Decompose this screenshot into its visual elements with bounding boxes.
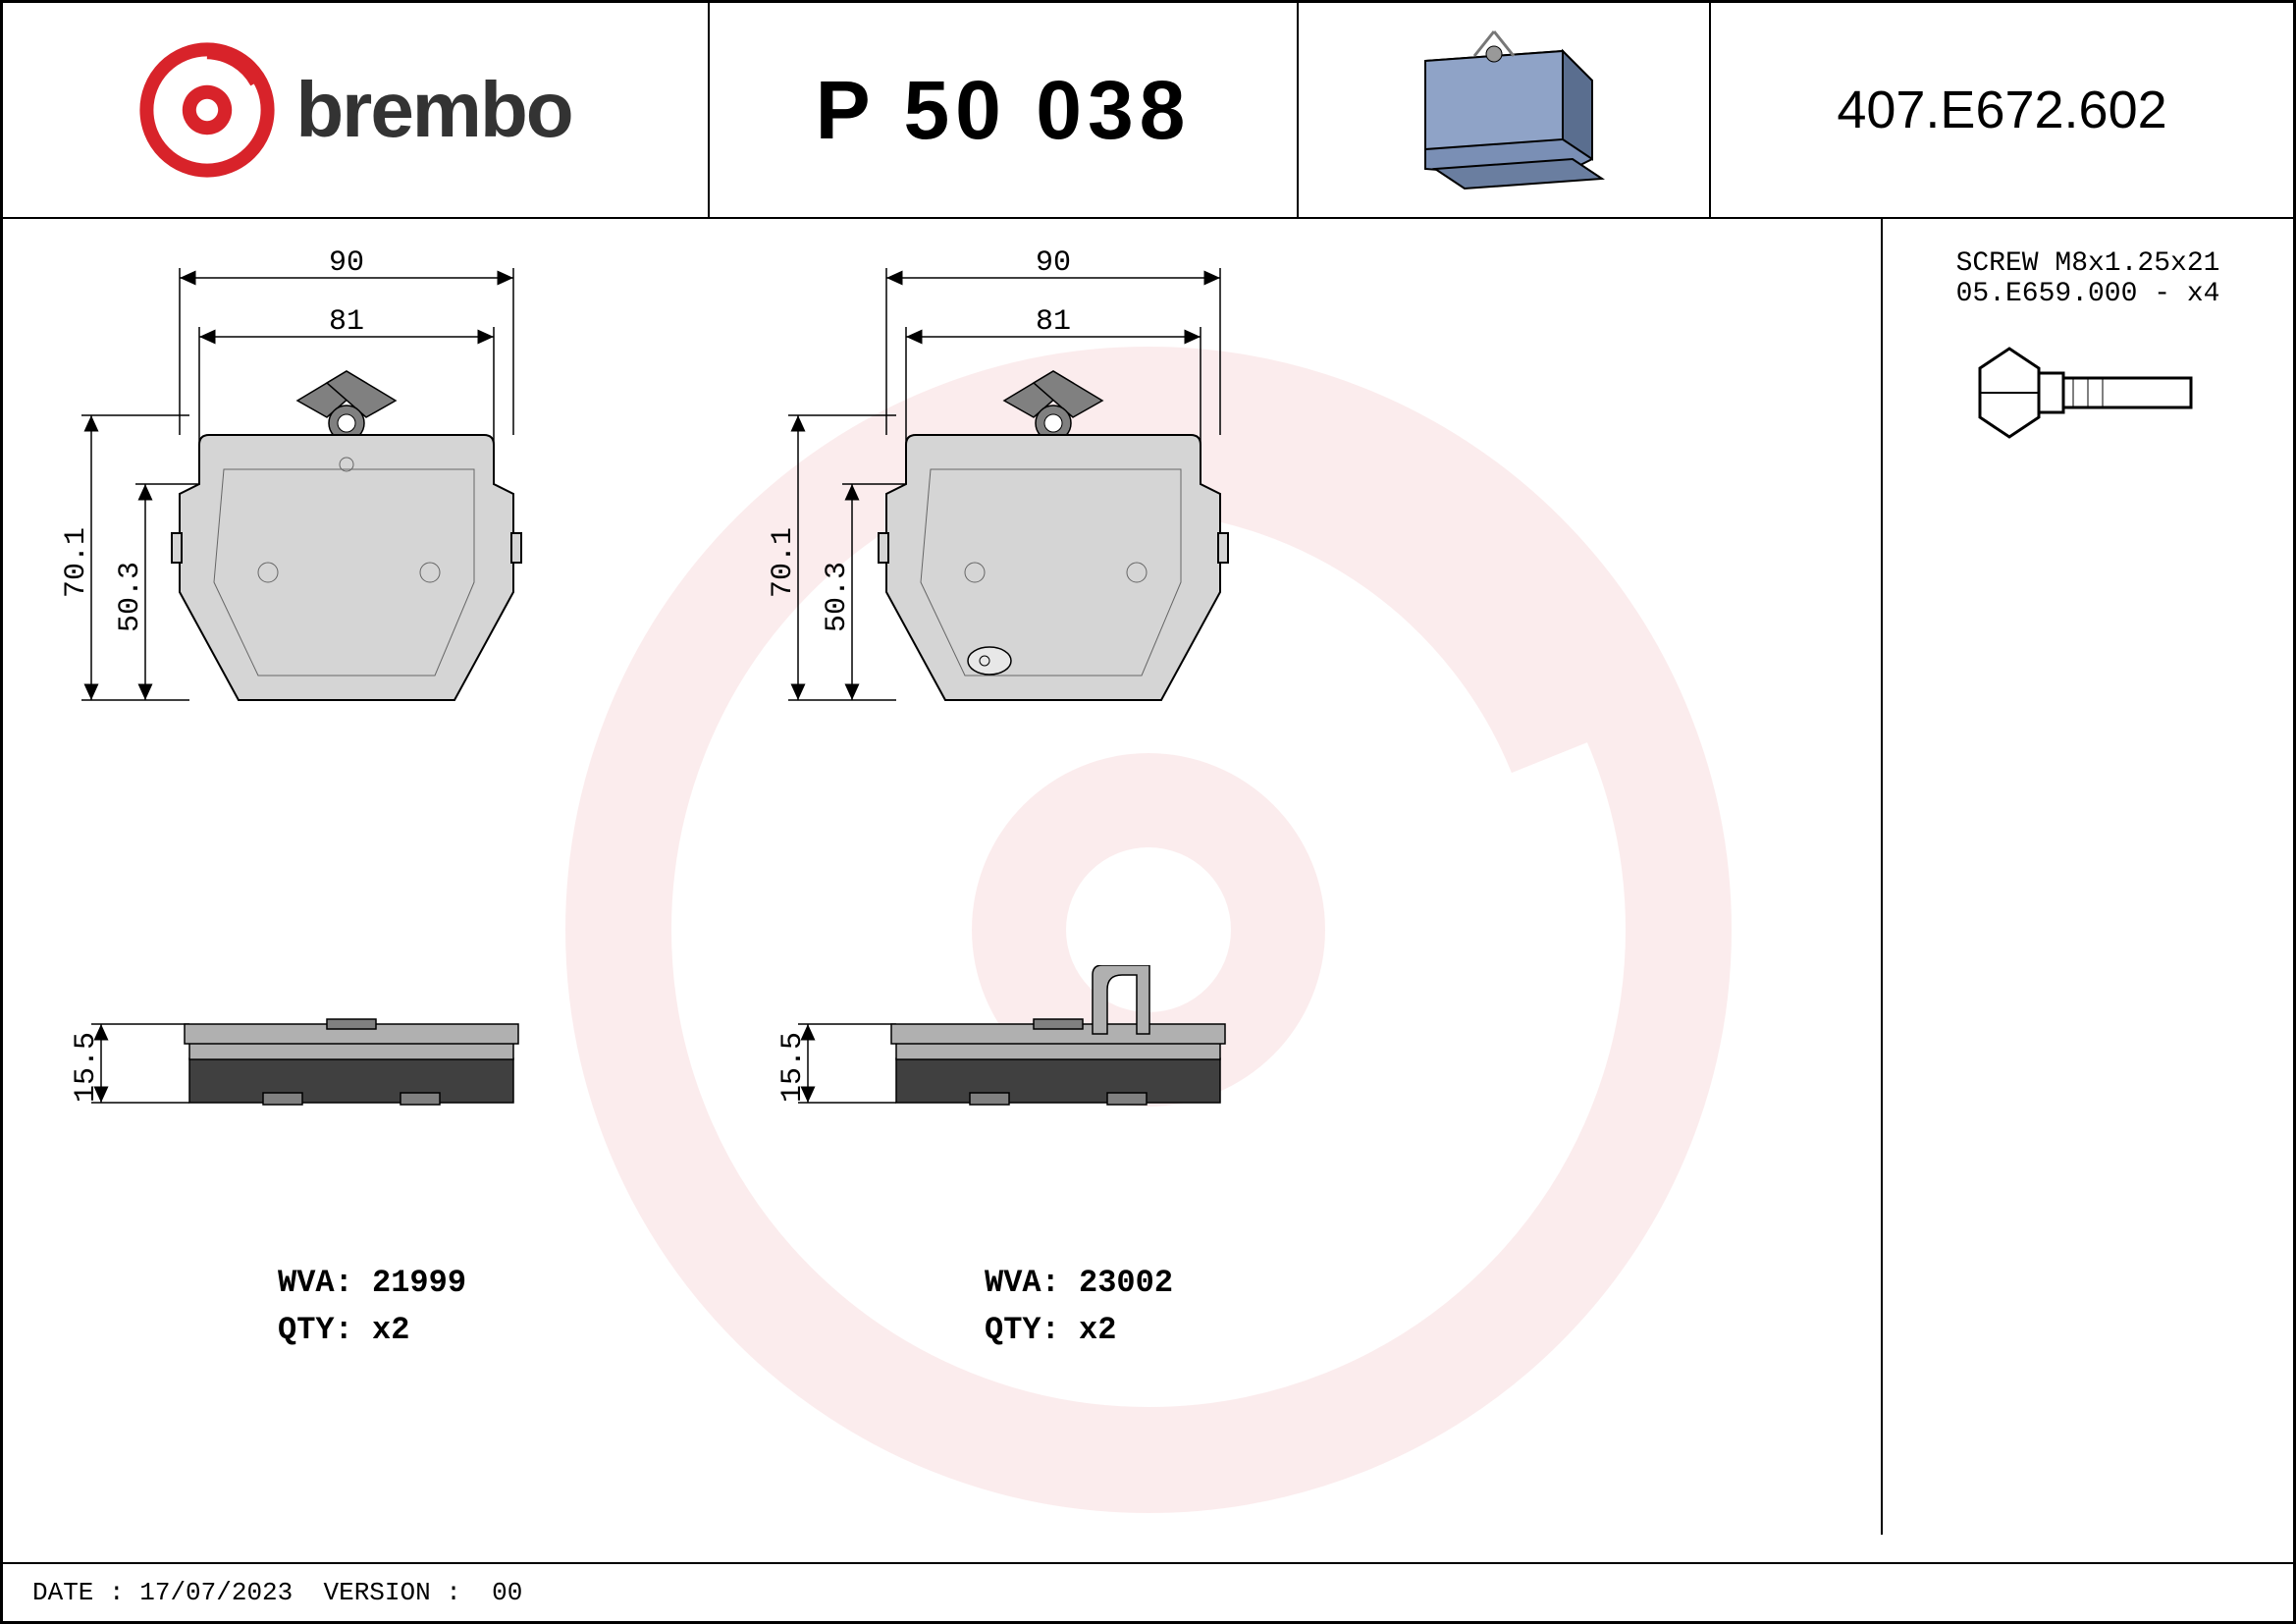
dim-thickness-r: 15.5 — [776, 1032, 810, 1103]
left-pad-info: WVA: 21999 QTY: x2 — [278, 1260, 466, 1354]
screw-spec-1: SCREW M8x1.25x21 — [1912, 248, 2264, 279]
dim-height-outer: 70.1 — [60, 527, 93, 598]
right-pad-info: WVA: 23002 QTY: x2 — [985, 1260, 1173, 1354]
reference-cell: 407.E672.602 — [1711, 3, 2293, 217]
wva-value-r: 23002 — [1079, 1265, 1173, 1301]
reference-number: 407.E672.602 — [1837, 80, 2166, 140]
date-value: 17/07/2023 — [139, 1578, 293, 1607]
dim-width-outer: 90 — [329, 246, 364, 280]
dim-height-inner: 50.3 — [114, 562, 147, 632]
dim-height-inner-r: 50.3 — [821, 562, 854, 632]
brand-name: brembo — [295, 65, 571, 155]
header-row: brembo P 50 038 407.E672.602 — [3, 3, 2293, 219]
dim-width-inner: 81 — [329, 305, 364, 339]
footer-bar: DATE : 17/07/2023 VERSION : 00 — [3, 1562, 2293, 1621]
right-pad-front: 90 81 70.1 50.3 — [749, 239, 1259, 788]
version-label: VERSION : — [323, 1578, 460, 1607]
logo-cell: brembo — [3, 3, 710, 217]
qty-value-l: x2 — [372, 1312, 409, 1348]
part-number-cell: P 50 038 — [710, 3, 1299, 217]
dim-width-inner-r: 81 — [1036, 305, 1071, 339]
dim-width-outer-r: 90 — [1036, 246, 1071, 280]
left-pad-side: 15.5 — [42, 965, 553, 1181]
dim-thickness-l: 15.5 — [70, 1032, 103, 1103]
main-drawing-area: 90 81 70.1 50.3 — [3, 219, 1881, 1535]
qty-value-r: x2 — [1079, 1312, 1116, 1348]
hardware-panel: SCREW M8x1.25x21 05.E659.000 - x4 — [1881, 219, 2293, 1535]
drawing-sheet: brembo P 50 038 407.E672.602 — [0, 0, 2296, 1624]
brembo-logo-icon — [138, 41, 276, 179]
right-pad-side: 15.5 — [749, 965, 1259, 1181]
isometric-cell — [1299, 3, 1711, 217]
date-label: DATE : — [32, 1578, 125, 1607]
wva-value-l: 21999 — [372, 1265, 466, 1301]
qty-label-r: QTY: — [985, 1312, 1060, 1348]
wva-label-r: WVA: — [985, 1265, 1060, 1301]
version-value: 00 — [492, 1578, 522, 1607]
isometric-view-icon — [1366, 22, 1641, 198]
dim-height-outer-r: 70.1 — [767, 527, 800, 598]
left-pad-front: 90 81 70.1 50.3 — [42, 239, 553, 788]
drawing-body: 90 81 70.1 50.3 — [3, 219, 2293, 1535]
qty-label-l: QTY: — [278, 1312, 353, 1348]
screw-spec-2: 05.E659.000 - x4 — [1912, 279, 2264, 309]
wva-label-l: WVA: — [278, 1265, 353, 1301]
screw-icon — [1960, 329, 2216, 457]
part-number: P 50 038 — [816, 63, 1192, 158]
